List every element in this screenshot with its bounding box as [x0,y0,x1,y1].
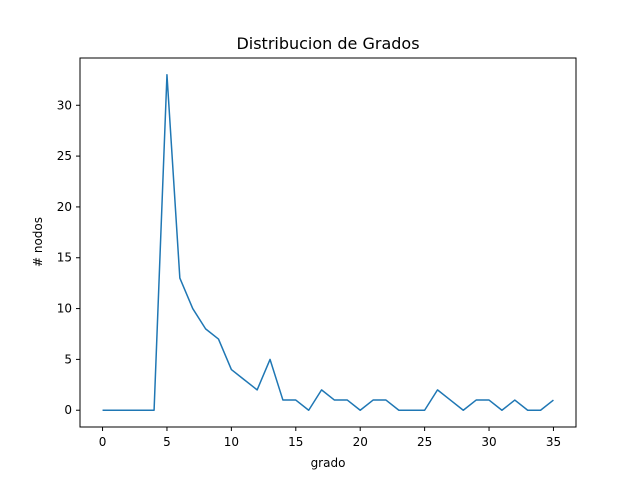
y-tick-label: 30 [57,98,72,112]
x-tick-label: 15 [288,435,303,449]
x-tick-label: 30 [481,435,496,449]
x-axis: 0 5 10 15 20 25 30 35 [99,427,561,449]
y-tick-label: 5 [64,352,72,366]
x-tick-label: 5 [163,435,171,449]
y-axis-label: # nodos [31,217,45,267]
x-tick-label: 20 [353,435,368,449]
chart-title: Distribucion de Grados [236,34,419,53]
y-tick-label: 25 [57,149,72,163]
y-tick-label: 0 [64,403,72,417]
y-tick-label: 15 [57,251,72,265]
x-tick-label: 35 [546,435,561,449]
y-axis: 0 5 10 15 20 25 30 [57,98,80,417]
x-tick-label: 0 [99,435,107,449]
series-line [102,74,554,411]
axes-frame [79,57,577,428]
x-tick-label: 10 [224,435,239,449]
x-axis-label: grado [311,456,346,470]
plot-area [102,74,554,411]
y-tick-label: 10 [57,302,72,316]
y-tick-label: 20 [57,200,72,214]
x-tick-label: 25 [417,435,432,449]
